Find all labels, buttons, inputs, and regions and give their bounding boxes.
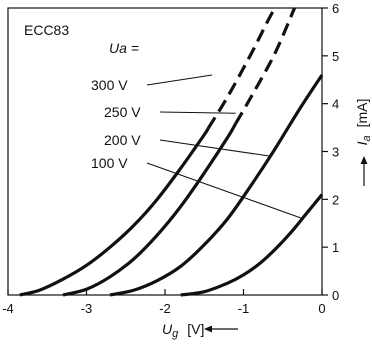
series-label-300-v: 300 V <box>91 77 128 93</box>
x-tick-label: 0 <box>318 301 325 316</box>
x-tick-label: -4 <box>2 301 14 316</box>
series-label-200-v: 200 V <box>104 132 141 148</box>
leader-line-200-v <box>159 139 272 157</box>
y-axis-arrow <box>360 156 368 186</box>
leader-line-300-v <box>146 74 213 86</box>
y-tick-label: 0 <box>332 288 339 303</box>
y-axis-label-unit: [mA] <box>354 99 370 128</box>
axis-ticks: -4 -3 -2 -1 00 1 2 3 4 5 6 <box>2 1 339 316</box>
x-axis-arrow <box>204 325 238 333</box>
leader-line-100-v <box>146 162 303 219</box>
y-axis-label: Ia [mA] <box>354 99 372 146</box>
x-axis-label-unit: [V] <box>187 321 204 337</box>
curve-200-v <box>109 74 324 297</box>
series-label-100-v: 100 V <box>91 155 128 171</box>
x-axis-label: Ug [V] <box>162 321 204 340</box>
legend-header: Ua = <box>109 40 139 56</box>
y-tick-label: 5 <box>332 49 339 64</box>
curve-300-v-extrapolated <box>206 7 277 130</box>
curves <box>19 7 324 297</box>
y-tick-label: 4 <box>332 97 339 112</box>
y-tick-label: 2 <box>332 192 339 207</box>
chart-title: ECC83 <box>24 22 69 38</box>
y-tick-label: 1 <box>332 240 339 255</box>
y-tick-label: 6 <box>332 1 339 16</box>
curve-250-v-extrapolated <box>234 7 296 125</box>
x-axis-label-main: U <box>162 321 173 337</box>
x-tick-label: -3 <box>81 301 93 316</box>
curve-100-v <box>180 193 324 297</box>
y-tick-label: 3 <box>332 145 339 160</box>
x-axis-label-sub: g <box>172 328 179 340</box>
curve-250-v <box>62 122 238 297</box>
x-tick-label: -2 <box>159 301 171 316</box>
x-tick-label: -1 <box>238 301 250 316</box>
y-axis-label-sub: a <box>361 135 372 141</box>
series-labels: 100 V 200 V 250 V 300 V <box>91 74 303 219</box>
curve-300-v <box>19 127 210 297</box>
y-axis-label-main: I <box>354 141 370 145</box>
series-label-250-v: 250 V <box>104 104 141 120</box>
leader-line-250-v <box>159 111 236 114</box>
